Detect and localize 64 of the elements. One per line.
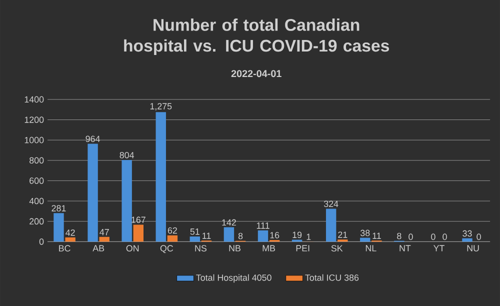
x-tick-label: AB	[92, 245, 104, 252]
data-label: 8	[397, 232, 402, 240]
bar	[338, 239, 348, 242]
bar	[224, 227, 234, 242]
x-tick-label: NB	[229, 245, 240, 252]
data-label: 21	[338, 231, 348, 238]
x-tick-label: ON	[126, 245, 139, 252]
y-tick-label: 200	[30, 218, 44, 224]
data-label: 324	[324, 200, 338, 207]
data-label: 964	[86, 136, 100, 142]
bar	[156, 112, 166, 242]
bar	[122, 160, 132, 242]
x-tick-label: PEI	[296, 245, 310, 252]
data-label: 0	[442, 234, 447, 240]
bar	[167, 235, 178, 242]
data-label: 1	[306, 234, 311, 240]
data-label: 11	[372, 232, 381, 239]
bar	[462, 238, 472, 242]
data-label: 47	[100, 228, 109, 236]
data-label: 0	[476, 234, 481, 240]
data-label: 51	[190, 228, 200, 235]
bar	[99, 236, 110, 242]
data-label: 62	[168, 227, 177, 234]
data-label: 38	[360, 230, 370, 236]
data-label: 0	[408, 234, 413, 240]
bar	[88, 144, 98, 242]
data-label: 33	[462, 230, 472, 236]
y-tick-label: 1400	[24, 96, 44, 102]
x-tick-label: SK	[331, 245, 343, 252]
bar	[65, 237, 76, 242]
data-label: 111	[256, 222, 270, 229]
data-label: 804	[120, 152, 134, 158]
x-tick-label: NU	[467, 245, 479, 252]
x-tick-label: NT	[400, 245, 411, 252]
x-tick-label: NL	[366, 245, 376, 252]
chart-subtitle: 2022-04-01	[231, 70, 282, 77]
y-tick-label: 0	[39, 238, 44, 245]
data-label: 281	[52, 204, 66, 212]
x-tick-label: YT	[434, 245, 444, 252]
data-label: 8	[238, 232, 243, 240]
bar	[54, 212, 64, 242]
y-tick-label: 800	[30, 157, 44, 164]
bar	[258, 230, 268, 242]
x-tick-label: BC	[59, 245, 70, 252]
chart-title: Number of total Canadian hospital vs. ICU COVID-19 cases	[124, 18, 390, 55]
bar	[326, 208, 336, 242]
data-label: 42	[66, 229, 75, 236]
x-tick-label: QC	[160, 245, 174, 253]
y-tick-label: 600	[30, 177, 44, 184]
y-tick-label: 1000	[24, 136, 44, 144]
x-tick-label: MB	[262, 245, 276, 252]
legend-label: Total ICU 386	[305, 274, 359, 281]
data-label: 11	[202, 232, 211, 239]
legend-label: Total Hospital 4050	[196, 274, 272, 282]
data-label: 19	[292, 232, 302, 238]
bar	[190, 236, 200, 242]
data-label: 1,275	[150, 102, 172, 110]
data-label: 16	[270, 232, 280, 238]
y-tick-label: 1200	[24, 116, 44, 123]
data-label: 0	[431, 234, 436, 240]
bar	[133, 224, 144, 242]
data-label: 142	[222, 219, 236, 226]
y-tick-label: 400	[29, 198, 44, 204]
x-tick-label: NS	[195, 245, 206, 252]
